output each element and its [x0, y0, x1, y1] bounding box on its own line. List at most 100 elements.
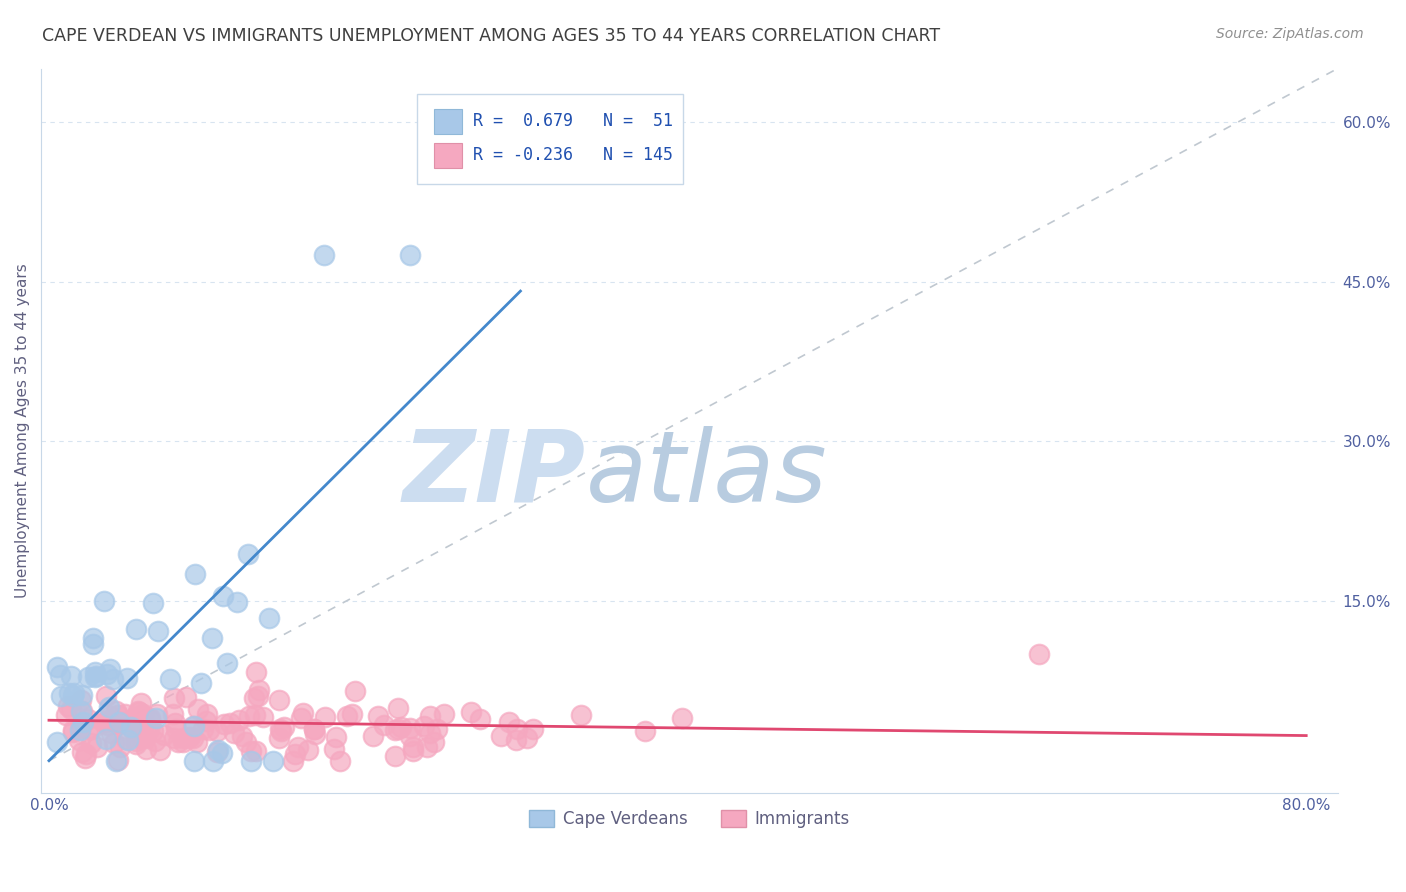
Point [60, 669, 83, 683]
Point [62, 723, 84, 737]
Point [384, 749, 406, 764]
Point [181, 731, 204, 746]
Point [127, 704, 149, 718]
Point [224, 726, 246, 740]
Point [146, 624, 169, 639]
Point [145, 734, 167, 748]
Point [262, 754, 284, 768]
Point [103, 672, 125, 686]
Point [91, 714, 114, 729]
Point [131, 723, 153, 737]
Point [122, 716, 145, 731]
Point [174, 690, 197, 705]
Point [426, 723, 449, 737]
Point [416, 739, 439, 754]
Point [115, 714, 138, 729]
Point [273, 720, 295, 734]
Point [384, 723, 406, 738]
Point [62, 690, 84, 704]
Point [207, 745, 229, 759]
Point [108, 717, 131, 731]
Point [506, 722, 529, 736]
Point [219, 716, 242, 731]
Point [367, 709, 389, 723]
Point [163, 731, 186, 745]
Point [226, 595, 249, 609]
Point [387, 701, 409, 715]
Point [238, 708, 260, 723]
Y-axis label: Unemployment Among Ages 35 to 44 years: Unemployment Among Ages 35 to 44 years [15, 263, 30, 598]
Point [67, 733, 90, 747]
Point [522, 722, 544, 736]
Point [270, 724, 292, 739]
Point [134, 731, 156, 745]
Point [498, 714, 520, 729]
Point [163, 691, 186, 706]
Point [100, 726, 122, 740]
Point [183, 566, 205, 581]
Point [94, 714, 117, 729]
Point [470, 713, 492, 727]
Point [111, 715, 134, 730]
Point [98, 700, 121, 714]
Point [245, 665, 267, 679]
Point [290, 711, 312, 725]
Point [243, 691, 266, 706]
Point [124, 733, 146, 747]
Point [257, 611, 280, 625]
Point [569, 707, 592, 722]
Point [292, 706, 315, 720]
Point [183, 754, 205, 768]
Point [59, 702, 82, 716]
Point [187, 701, 209, 715]
Point [325, 730, 347, 744]
Point [49, 689, 72, 703]
Point [671, 710, 693, 724]
Point [212, 716, 235, 731]
Point [115, 671, 138, 685]
Text: R =  0.679   N =  51: R = 0.679 N = 51 [472, 112, 673, 130]
Point [128, 705, 150, 719]
Point [343, 684, 366, 698]
Point [69, 723, 91, 737]
Point [399, 248, 422, 262]
Point [215, 656, 238, 670]
Point [70, 688, 93, 702]
Point [240, 744, 263, 758]
Point [72, 715, 94, 730]
Point [105, 704, 128, 718]
Point [125, 737, 148, 751]
Point [77, 722, 100, 736]
Text: R = -0.236   N = 145: R = -0.236 N = 145 [472, 146, 673, 164]
Point [129, 696, 152, 710]
Point [70, 745, 93, 759]
Point [103, 736, 125, 750]
Point [49, 668, 72, 682]
Point [115, 732, 138, 747]
Point [516, 731, 538, 745]
Point [104, 754, 127, 768]
Point [124, 710, 146, 724]
Point [70, 719, 93, 733]
FancyBboxPatch shape [418, 94, 683, 185]
Point [132, 706, 155, 721]
Point [228, 714, 250, 728]
Point [139, 711, 162, 725]
Point [235, 735, 257, 749]
Point [108, 714, 131, 729]
Point [245, 708, 267, 723]
Point [108, 739, 131, 754]
Point [207, 743, 229, 757]
Point [70, 704, 93, 718]
Point [80, 736, 103, 750]
Point [269, 722, 291, 736]
Point [186, 735, 208, 749]
Point [195, 714, 218, 729]
Point [62, 725, 84, 739]
Point [93, 594, 115, 608]
Point [329, 754, 352, 768]
Point [302, 723, 325, 737]
Point [252, 710, 274, 724]
Bar [434, 143, 463, 168]
Text: Source: ZipAtlas.com: Source: ZipAtlas.com [1216, 27, 1364, 41]
